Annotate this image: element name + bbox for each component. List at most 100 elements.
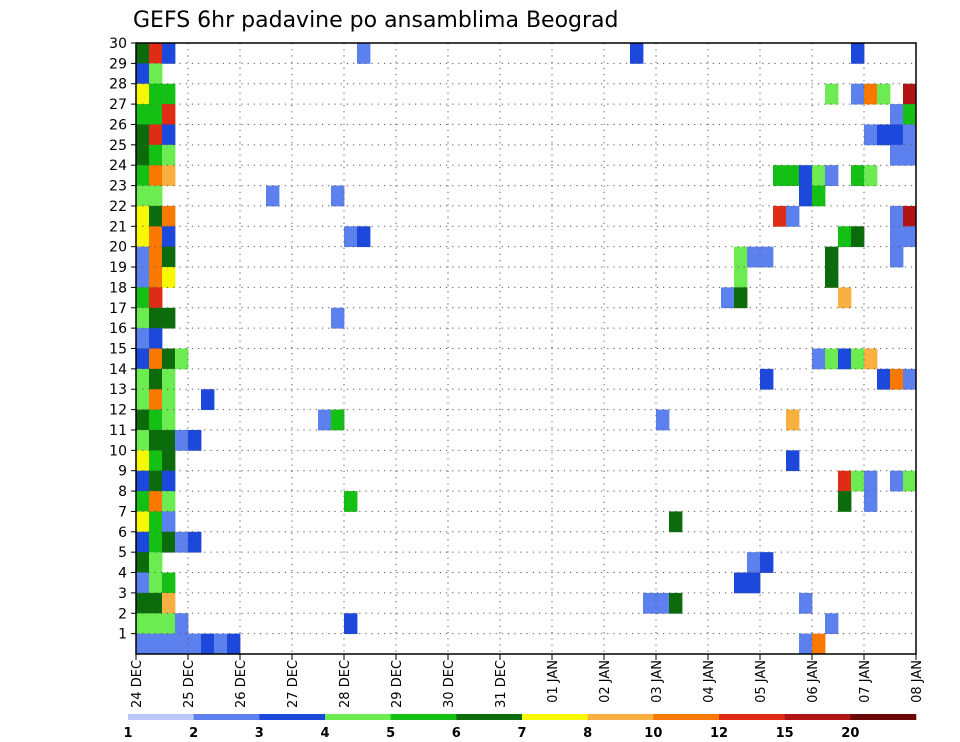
precip-cell-m14-t54 (838, 348, 852, 370)
precip-cell-m23-t51 (799, 165, 813, 186)
precip-cell-m10-t3 (175, 429, 189, 451)
colorbar-swatch-7 (587, 714, 654, 720)
precip-cell-m1-t3 (175, 613, 189, 635)
precip-cell-m26-t58 (890, 104, 904, 125)
precip-cell-m4-t1 (149, 552, 163, 573)
colorbar-swatch-1 (193, 714, 260, 720)
precip-cell-m20-t16 (344, 226, 358, 248)
precip-cell-m7-t56 (864, 491, 878, 512)
precip-cell-m13-t0 (136, 368, 150, 390)
y-axis: 1234567891011121314151617181920212223242… (109, 36, 136, 643)
precip-cell-m19-t2 (162, 246, 176, 268)
precip-cell-m28-t1 (149, 63, 163, 85)
y-tick-label-16: 16 (109, 321, 127, 337)
precip-cell-m7-t1 (149, 491, 163, 512)
precip-cell-m25-t59 (903, 124, 917, 146)
precip-cell-m12-t5 (201, 389, 215, 410)
precip-cell-m4-t48 (760, 552, 774, 573)
precip-cell-m27-t56 (864, 83, 878, 105)
precip-cell-m0-t1 (149, 633, 163, 655)
precip-cell-m27-t57 (877, 83, 891, 105)
y-tick-label-30: 30 (109, 36, 127, 52)
precip-cell-m1-t1 (149, 613, 163, 635)
colorbar-swatch-10 (784, 714, 851, 720)
precip-cell-m0-t3 (175, 633, 189, 655)
precip-cell-m13-t48 (760, 368, 774, 390)
colorbar-label-7: 8 (583, 726, 592, 741)
precip-cell-m12-t1 (149, 389, 163, 410)
precip-cell-m17-t0 (136, 287, 150, 309)
precip-cell-m0-t51 (799, 633, 813, 655)
precip-cell-m1-t16 (344, 613, 358, 635)
y-tick-label-4: 4 (118, 566, 127, 582)
precip-cell-m29-t1 (149, 43, 163, 64)
colorbar-label-8: 10 (644, 726, 662, 741)
precip-cell-m12-t2 (162, 389, 176, 410)
x-tick-label-5: 29 DEC (390, 660, 405, 708)
precip-cell-m26-t59 (903, 104, 917, 125)
y-tick-label-2: 2 (118, 606, 127, 622)
precip-cell-m21-t2 (162, 205, 176, 227)
precip-cell-m14-t53 (825, 348, 839, 370)
precip-cell-m8-t54 (838, 470, 852, 492)
precip-cell-m2-t39 (643, 592, 657, 614)
precip-cell-m11-t1 (149, 409, 163, 431)
y-tick-label-23: 23 (109, 179, 127, 195)
precip-cell-m22-t51 (799, 185, 813, 207)
precip-cell-m14-t2 (162, 348, 176, 370)
x-tick-label-11: 04 JAN (702, 660, 717, 703)
colorbar-label-4: 5 (386, 726, 395, 741)
precip-cell-m24-t0 (136, 144, 150, 166)
precip-cell-m8-t1 (149, 470, 163, 492)
precip-cell-m8-t0 (136, 470, 150, 492)
precip-cell-m17-t54 (838, 287, 852, 309)
x-tick-label-9: 02 JAN (598, 660, 613, 703)
colorbar-swatch-11 (850, 714, 917, 720)
y-tick-label-24: 24 (109, 158, 127, 174)
precip-cell-m11-t40 (656, 409, 670, 431)
precip-cell-m22-t15 (331, 185, 345, 207)
precip-cell-m19-t47 (747, 246, 761, 268)
precip-cell-m20-t2 (162, 226, 176, 248)
y-tick-label-5: 5 (118, 545, 127, 561)
precip-cell-m22-t1 (149, 185, 163, 207)
precip-cell-m11-t2 (162, 409, 176, 431)
colorbar-label-9: 12 (710, 726, 728, 741)
x-tick-label-7: 31 DEC (494, 660, 509, 708)
colorbar-swatch-3 (325, 714, 391, 720)
y-tick-label-29: 29 (109, 56, 127, 72)
precip-cell-m23-t50 (786, 165, 800, 186)
precip-cell-m27-t2 (162, 83, 176, 105)
precip-cell-m9-t1 (149, 450, 163, 472)
x-tick-label-13: 06 JAN (806, 660, 821, 703)
y-tick-label-26: 26 (109, 117, 127, 133)
precip-cell-m19-t53 (825, 246, 839, 268)
y-tick-label-3: 3 (118, 586, 127, 602)
precip-cell-m19-t58 (890, 246, 904, 268)
plot-frame (135, 42, 917, 655)
precip-cell-m27-t1 (149, 83, 163, 105)
precip-cell-m23-t56 (864, 165, 878, 186)
x-tick-label-6: 30 DEC (442, 660, 457, 708)
precip-cell-m19-t1 (149, 246, 163, 268)
precip-cell-m29-t17 (357, 43, 371, 64)
precip-cell-m15-t1 (149, 328, 163, 349)
precip-cell-m21-t50 (786, 205, 800, 227)
precip-cell-m1-t0 (136, 613, 150, 635)
precip-cell-m18-t46 (734, 267, 748, 288)
precip-cell-m29-t0 (136, 43, 150, 64)
precip-cell-m7-t16 (344, 491, 358, 512)
precip-cell-m14-t52 (812, 348, 826, 370)
precip-cell-m13-t58 (890, 368, 904, 390)
colorbar-swatch-2 (259, 714, 326, 720)
precip-cell-m16-t0 (136, 307, 150, 329)
precip-cell-m25-t57 (877, 124, 891, 146)
precip-cell-m7-t2 (162, 491, 176, 512)
colorbar-label-2: 3 (255, 726, 264, 741)
precip-cell-m23-t53 (825, 165, 839, 186)
precip-cell-m19-t0 (136, 246, 150, 268)
precip-cell-m5-t3 (175, 531, 189, 553)
precip-cell-m1-t53 (825, 613, 839, 635)
precip-cell-m0-t2 (162, 633, 176, 655)
